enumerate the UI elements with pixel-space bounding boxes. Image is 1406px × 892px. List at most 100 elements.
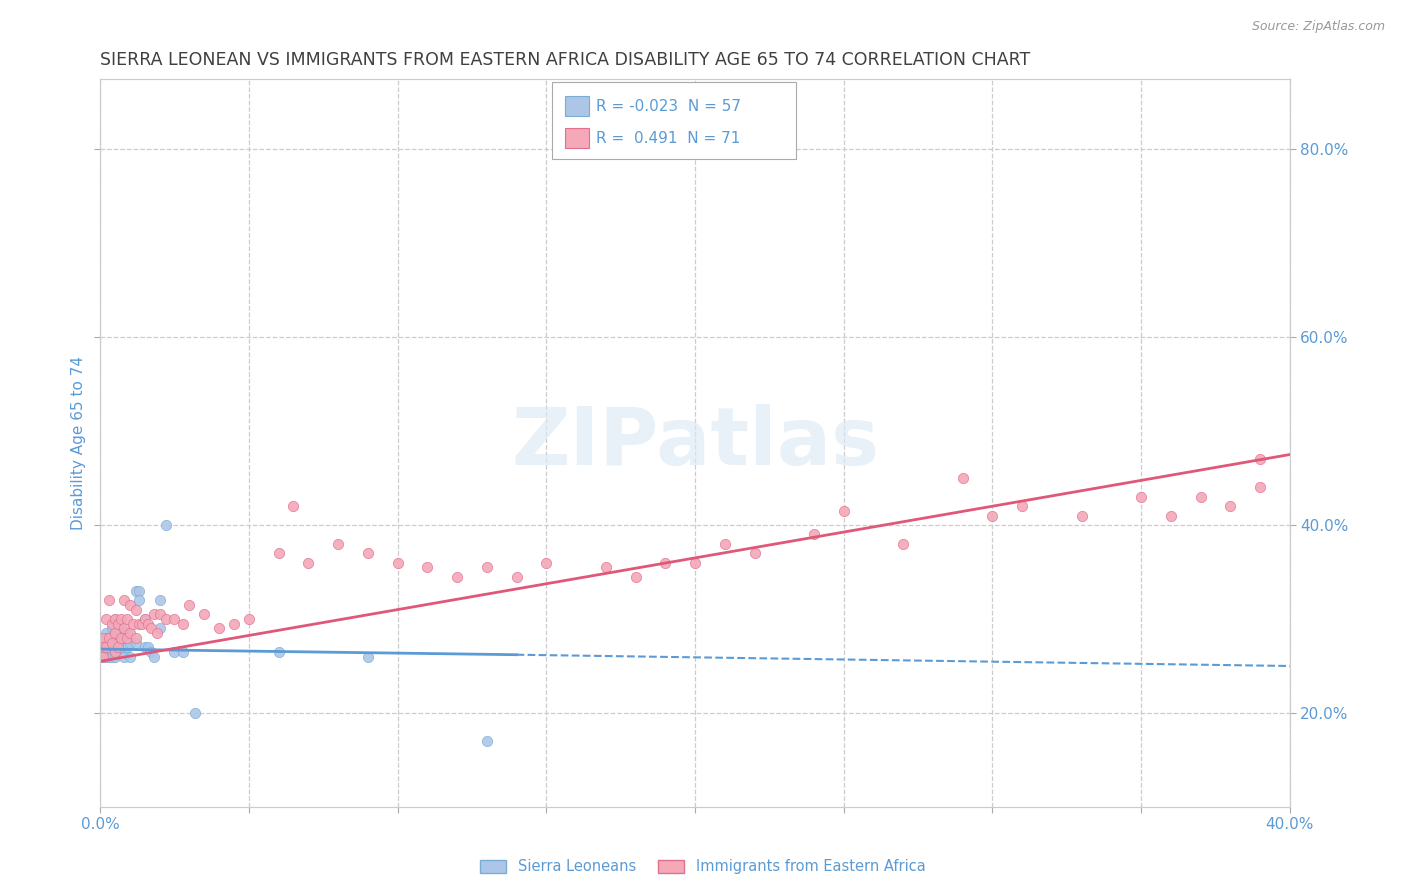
Text: R =  0.491  N = 71: R = 0.491 N = 71	[596, 131, 741, 145]
Text: SIERRA LEONEAN VS IMMIGRANTS FROM EASTERN AFRICA DISABILITY AGE 65 TO 74 CORRELA: SIERRA LEONEAN VS IMMIGRANTS FROM EASTER…	[100, 51, 1031, 69]
Point	[110, 635, 132, 649]
Point	[118, 649, 141, 664]
Point	[94, 631, 117, 645]
Point	[98, 631, 121, 645]
Point	[121, 616, 143, 631]
Point	[125, 631, 148, 645]
Point	[115, 631, 138, 645]
Point	[624, 570, 647, 584]
Point	[101, 640, 124, 655]
Point	[142, 607, 165, 622]
Point	[98, 649, 121, 664]
Point	[142, 649, 165, 664]
Point	[104, 612, 127, 626]
Point	[110, 621, 132, 635]
Point	[179, 598, 201, 612]
Point	[115, 640, 138, 655]
Point	[149, 593, 172, 607]
Point	[155, 612, 177, 626]
Point	[139, 621, 162, 635]
Point	[163, 612, 186, 626]
Point	[104, 645, 127, 659]
Point	[1160, 508, 1182, 523]
Point	[98, 631, 121, 645]
Text: Source: ZipAtlas.com: Source: ZipAtlas.com	[1251, 20, 1385, 33]
Point	[238, 612, 260, 626]
Point	[107, 616, 129, 631]
Point	[98, 640, 121, 655]
Point	[357, 546, 380, 560]
Point	[112, 635, 135, 649]
Point	[91, 649, 114, 664]
Point	[107, 645, 129, 659]
Point	[104, 626, 127, 640]
Point	[98, 635, 121, 649]
FancyBboxPatch shape	[565, 128, 589, 148]
Point	[112, 621, 135, 635]
FancyBboxPatch shape	[565, 96, 589, 117]
Point	[283, 500, 305, 514]
Point	[155, 518, 177, 533]
Point	[125, 583, 148, 598]
Point	[172, 616, 194, 631]
Point	[94, 612, 117, 626]
Point	[128, 593, 150, 607]
Point	[91, 645, 114, 659]
Point	[104, 649, 127, 664]
Point	[125, 635, 148, 649]
Point	[91, 640, 114, 655]
Point	[112, 645, 135, 659]
Point	[128, 583, 150, 598]
Point	[107, 635, 129, 649]
Point	[208, 621, 231, 635]
Point	[446, 570, 468, 584]
Point	[1249, 452, 1271, 467]
Point	[112, 593, 135, 607]
Point	[101, 635, 124, 649]
Point	[107, 640, 129, 655]
Point	[101, 631, 124, 645]
Point	[110, 631, 132, 645]
Point	[136, 640, 159, 655]
Point	[91, 649, 114, 664]
Point	[832, 504, 855, 518]
Point	[475, 734, 498, 748]
Point	[118, 598, 141, 612]
Point	[101, 645, 124, 659]
Point	[91, 640, 114, 655]
Point	[713, 537, 735, 551]
Point	[94, 640, 117, 655]
Point	[128, 616, 150, 631]
Point	[131, 616, 153, 631]
Point	[193, 607, 215, 622]
Point	[94, 649, 117, 664]
Point	[744, 546, 766, 560]
Point	[683, 556, 706, 570]
Point	[267, 546, 290, 560]
Point	[115, 612, 138, 626]
Point	[297, 556, 319, 570]
Point	[118, 626, 141, 640]
Point	[267, 645, 290, 659]
Point	[118, 635, 141, 649]
Point	[110, 645, 132, 659]
Point	[94, 626, 117, 640]
Point	[952, 471, 974, 485]
Point	[94, 640, 117, 655]
Point	[163, 645, 186, 659]
Point	[149, 621, 172, 635]
Point	[981, 508, 1004, 523]
Point	[1189, 490, 1212, 504]
FancyBboxPatch shape	[553, 82, 796, 159]
Point	[654, 556, 676, 570]
Point	[1219, 500, 1241, 514]
Point	[98, 645, 121, 659]
Point	[101, 616, 124, 631]
Point	[112, 649, 135, 664]
Point	[891, 537, 914, 551]
Point	[104, 626, 127, 640]
Text: ZIPatlas: ZIPatlas	[510, 404, 879, 482]
Point	[125, 602, 148, 616]
Point	[115, 626, 138, 640]
Point	[104, 645, 127, 659]
